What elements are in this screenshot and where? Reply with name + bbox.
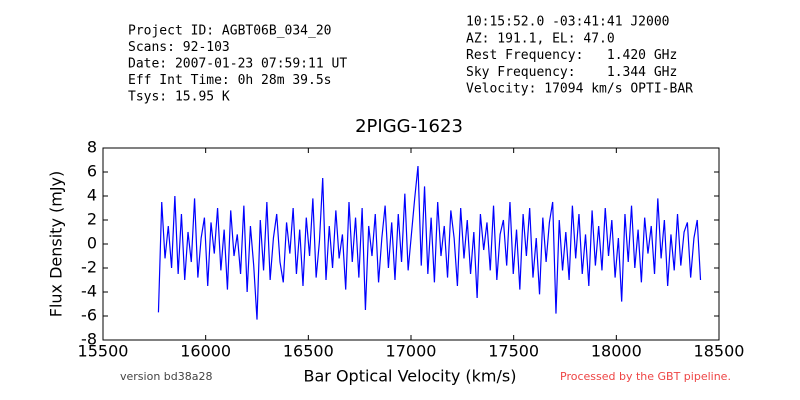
version-note: version bd38a28 <box>120 370 213 383</box>
x-tick-label: 18000 <box>591 342 642 361</box>
header-line: Project ID: AGBT06B_034_20 <box>128 24 332 39</box>
header-line: Velocity: 17094 km/s OPTI-BAR <box>466 82 693 97</box>
header-line: Date: 2007-01-23 07:59:11 UT <box>128 57 347 72</box>
y-tick-label: 8 <box>87 138 97 157</box>
x-tick-label: 16000 <box>180 342 231 361</box>
y-tick-label: 2 <box>87 210 97 229</box>
y-tick-label: 0 <box>87 234 97 253</box>
header-line: Eff Int Time: 0h 28m 39.5s <box>128 73 332 88</box>
y-axis-label: Flux Density (mJy) <box>47 171 66 318</box>
header-line: Tsys: 15.95 K <box>128 90 230 105</box>
y-tick-label: -8 <box>81 330 97 349</box>
x-tick-label: 16500 <box>283 342 334 361</box>
x-axis-label: Bar Optical Velocity (km/s) <box>304 367 517 386</box>
spectrum-line <box>157 165 702 320</box>
header-line: Scans: 92-103 <box>128 40 230 55</box>
y-tick-label: -4 <box>81 282 97 301</box>
header-line: AZ: 191.1, EL: 47.0 <box>466 31 615 46</box>
y-tick-label: 6 <box>87 162 97 181</box>
y-tick-label: -6 <box>81 306 97 325</box>
y-tick-label: -2 <box>81 258 97 277</box>
pipeline-note: Processed by the GBT pipeline. <box>560 370 731 383</box>
header-line: Sky Frequency: 1.344 GHz <box>466 65 677 80</box>
y-tick-label: 4 <box>87 186 97 205</box>
x-tick-label: 17000 <box>386 342 437 361</box>
x-tick-label: 18500 <box>694 342 745 361</box>
chart-title: 2PIGG-1623 <box>355 116 463 137</box>
header-line: Rest Frequency: 1.420 GHz <box>466 48 677 63</box>
x-tick-label: 17500 <box>488 342 539 361</box>
header-line: 10:15:52.0 -03:41:41 J2000 <box>466 15 670 30</box>
x-tick-label: 15500 <box>78 342 129 361</box>
